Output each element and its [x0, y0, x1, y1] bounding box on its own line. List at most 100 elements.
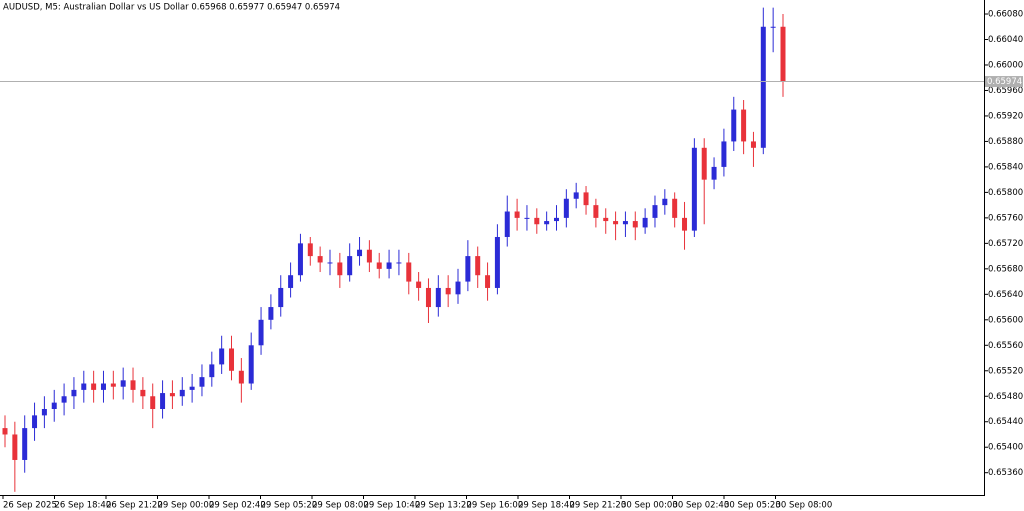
candle-body [61, 396, 67, 403]
candle-body [317, 256, 323, 263]
x-tick-label: 30 Sep 08:00 [776, 501, 833, 511]
candle-body [160, 393, 166, 409]
candle-body [337, 262, 343, 276]
y-tick-label: 0.65800 [988, 188, 1023, 198]
y-tick-label: 0.65880 [988, 137, 1023, 147]
candle-body [189, 386, 195, 390]
candle-body [179, 389, 185, 397]
candle-body [169, 393, 175, 397]
candle-body [701, 147, 707, 180]
candle-body [760, 26, 766, 148]
candle-body [425, 287, 431, 308]
y-tick-label: 0.65640 [988, 290, 1023, 300]
candle-body [100, 383, 106, 390]
candle-body [219, 348, 225, 365]
candle-body [494, 236, 500, 288]
candle-body [563, 198, 569, 218]
y-tick-label: 0.65680 [988, 264, 1023, 274]
candle-body [357, 249, 363, 257]
candle-body [682, 217, 688, 231]
y-tick-label: 0.65600 [988, 315, 1023, 325]
candle-body [2, 428, 8, 435]
candle-body [642, 217, 648, 228]
candle-body [81, 383, 87, 390]
y-tick-label: 0.65520 [988, 366, 1023, 376]
candle-body [583, 192, 589, 206]
candle-body [662, 198, 668, 206]
candle-body [268, 307, 274, 320]
candle-body [238, 370, 244, 384]
x-tick-label: 29 Sep 16:00 [467, 501, 524, 511]
candle-body [396, 262, 402, 264]
candle-body [485, 275, 491, 288]
candle-body [130, 380, 136, 390]
candle-body [140, 389, 146, 397]
x-tick-label: 26 Sep 21:20 [106, 501, 163, 511]
y-tick-label: 0.65360 [988, 468, 1023, 478]
candle-body [770, 26, 776, 28]
candle-body [741, 109, 747, 142]
y-tick-label: 0.65960 [988, 86, 1023, 96]
candle-body [711, 166, 717, 180]
candle-body [731, 109, 737, 142]
x-tick-label: 29 Sep 21:20 [570, 501, 627, 511]
candle-body [41, 408, 47, 416]
y-tick-label: 0.65840 [988, 162, 1023, 172]
candle-body [553, 217, 559, 222]
x-tick-label: 30 Sep 00:00 [621, 501, 678, 511]
candle-body [573, 192, 579, 199]
candle-body [504, 211, 510, 237]
candle-body [12, 434, 18, 460]
x-tick-label: 29 Sep 00:00 [158, 501, 215, 511]
y-tick-label: 0.65760 [988, 213, 1023, 223]
y-tick-label: 0.65720 [988, 239, 1023, 249]
y-tick-label: 0.65400 [988, 443, 1023, 453]
candle-body [524, 217, 530, 219]
candle-body [199, 377, 205, 387]
candle-body [632, 221, 638, 228]
candle-body [652, 205, 658, 218]
candle-body [416, 281, 422, 288]
x-tick-label: 29 Sep 13:20 [415, 501, 472, 511]
last-price-box [985, 76, 1023, 88]
x-tick-label: 26 Sep 18:40 [55, 501, 112, 511]
candle-body [376, 262, 382, 269]
x-tick-label: 29 Sep 05:20 [261, 501, 318, 511]
x-tick-label: 29 Sep 10:40 [364, 501, 421, 511]
candle-body [22, 428, 28, 460]
candle-body [603, 217, 609, 222]
candle-body [209, 364, 215, 378]
x-tick-label: 26 Sep 2025 [3, 501, 57, 511]
candle-body [534, 217, 540, 225]
candle-body [445, 287, 451, 295]
y-tick-label: 0.66040 [988, 35, 1023, 45]
candle-body [71, 389, 77, 397]
candle-body [406, 262, 412, 282]
y-tick-label: 0.65480 [988, 392, 1023, 402]
candle-body [721, 141, 727, 167]
x-tick-label: 29 Sep 18:40 [518, 501, 575, 511]
y-tick-label: 0.66000 [988, 60, 1023, 70]
candle-body [514, 211, 520, 218]
candle-body [622, 221, 628, 225]
candle-body [613, 221, 619, 225]
x-tick-label: 29 Sep 02:40 [209, 501, 266, 511]
candle-body [544, 221, 550, 225]
candle-body [593, 205, 599, 218]
candle-body [475, 256, 481, 276]
candle-body [297, 243, 303, 276]
candle-body [110, 383, 116, 387]
candle-body [307, 243, 313, 257]
candle-body [258, 319, 264, 346]
candle-body [327, 262, 333, 264]
x-tick-label: 29 Sep 08:00 [312, 501, 369, 511]
candle-body [435, 287, 441, 308]
x-tick-label: 30 Sep 02:40 [673, 501, 730, 511]
y-tick-label: 0.65440 [988, 417, 1023, 427]
candle-body [278, 287, 284, 308]
y-tick-label: 0.65560 [988, 341, 1023, 351]
candle-body [691, 147, 697, 231]
candle-body [386, 262, 392, 269]
